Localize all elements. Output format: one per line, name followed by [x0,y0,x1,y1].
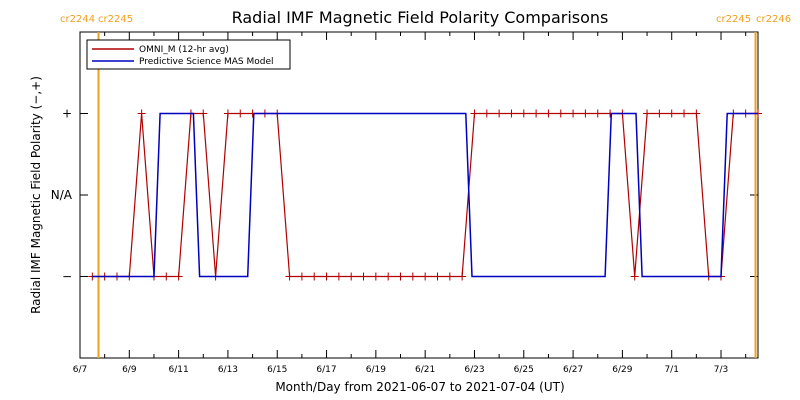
data-point [507,109,516,118]
carrington-label: cr2246 [756,14,791,25]
y-axis-label: Radial IMF Magnetic Field Polarity (−,+) [29,76,43,314]
data-point [544,109,553,118]
legend-box [86,39,291,70]
carrington-labels-left: cr2244 cr2245 [60,14,133,25]
carrington-label: cr2245 [716,14,751,25]
legend-label-mas: Predictive Science MAS Model [139,57,274,67]
y-axis-tick-labels: − N/A + [51,107,73,284]
data-point [643,109,652,118]
data-point [458,272,467,281]
data-point [236,109,245,118]
data-point [680,109,689,118]
plot-frame [79,31,759,359]
x-tick-label: 6/29 [612,365,632,375]
data-point [556,109,565,118]
data-point [482,109,491,118]
data-point [297,272,306,281]
data-point [519,109,528,118]
x-tick-label: 6/23 [464,365,484,375]
data-point [396,272,405,281]
data-point [384,272,393,281]
data-point [322,272,331,281]
carrington-rotation-markers [97,32,757,358]
data-point [569,109,578,118]
data-point [285,272,294,281]
x-tick-label: 6/27 [563,365,583,375]
y-tick-label: − [62,270,72,284]
x-tick-label: 6/9 [122,365,137,375]
y-axis-ticks [80,113,758,277]
y-tick-label: N/A [51,188,73,202]
x-tick-label: 6/11 [169,365,189,375]
series-line [92,112,758,278]
x-axis-label: Month/Day from 2021-06-07 to 2021-07-04 … [275,380,564,394]
carrington-labels-right: cr2245 cr2246 [716,14,791,25]
x-axis-ticks [79,32,747,358]
x-tick-label: 6/19 [366,365,386,375]
x-tick-label: 6/21 [415,365,435,375]
data-point [421,272,430,281]
x-tick-label: 6/25 [514,365,534,375]
x-tick-label: 6/13 [218,365,238,375]
data-point [162,272,171,281]
data-point [347,272,356,281]
x-tick-label: 6/15 [267,365,287,375]
data-point [593,109,602,118]
data-point [137,109,146,118]
data-series [88,109,762,281]
data-point [630,272,639,281]
data-point [408,272,417,281]
carrington-label: cr2244 [60,14,95,25]
legend-label-omni: OMNI_M (12-hr avg) [139,45,229,55]
data-point [692,109,701,118]
x-tick-label: 7/1 [664,365,678,375]
data-point [667,109,676,118]
x-axis-tick-labels: 6/7 6/9 6/11 6/13 6/15 6/17 6/19 6/21 6/23 6/25 6/… [73,365,729,375]
x-tick-label: 7/3 [714,365,728,375]
data-point [445,272,454,281]
data-point [495,109,504,118]
x-tick-label: 6/7 [73,365,87,375]
chart-title: Radial IMF Magnetic Field Polarity Compa… [232,8,609,27]
carrington-label: cr2245 [98,14,133,25]
data-point [199,109,208,118]
data-point [359,272,368,281]
data-point [532,109,541,118]
data-point [174,272,183,281]
data-point [433,272,442,281]
data-point [655,109,664,118]
data-point [470,109,479,118]
legend: OMNI_M (12-hr avg) Predictive Science MA… [86,39,291,70]
data-point [310,272,319,281]
data-point [334,272,343,281]
series-line [92,112,758,278]
data-point [223,109,232,118]
data-point [581,109,590,118]
y-tick-label: + [62,107,72,121]
x-tick-label: 6/17 [316,365,336,375]
data-point [371,272,380,281]
